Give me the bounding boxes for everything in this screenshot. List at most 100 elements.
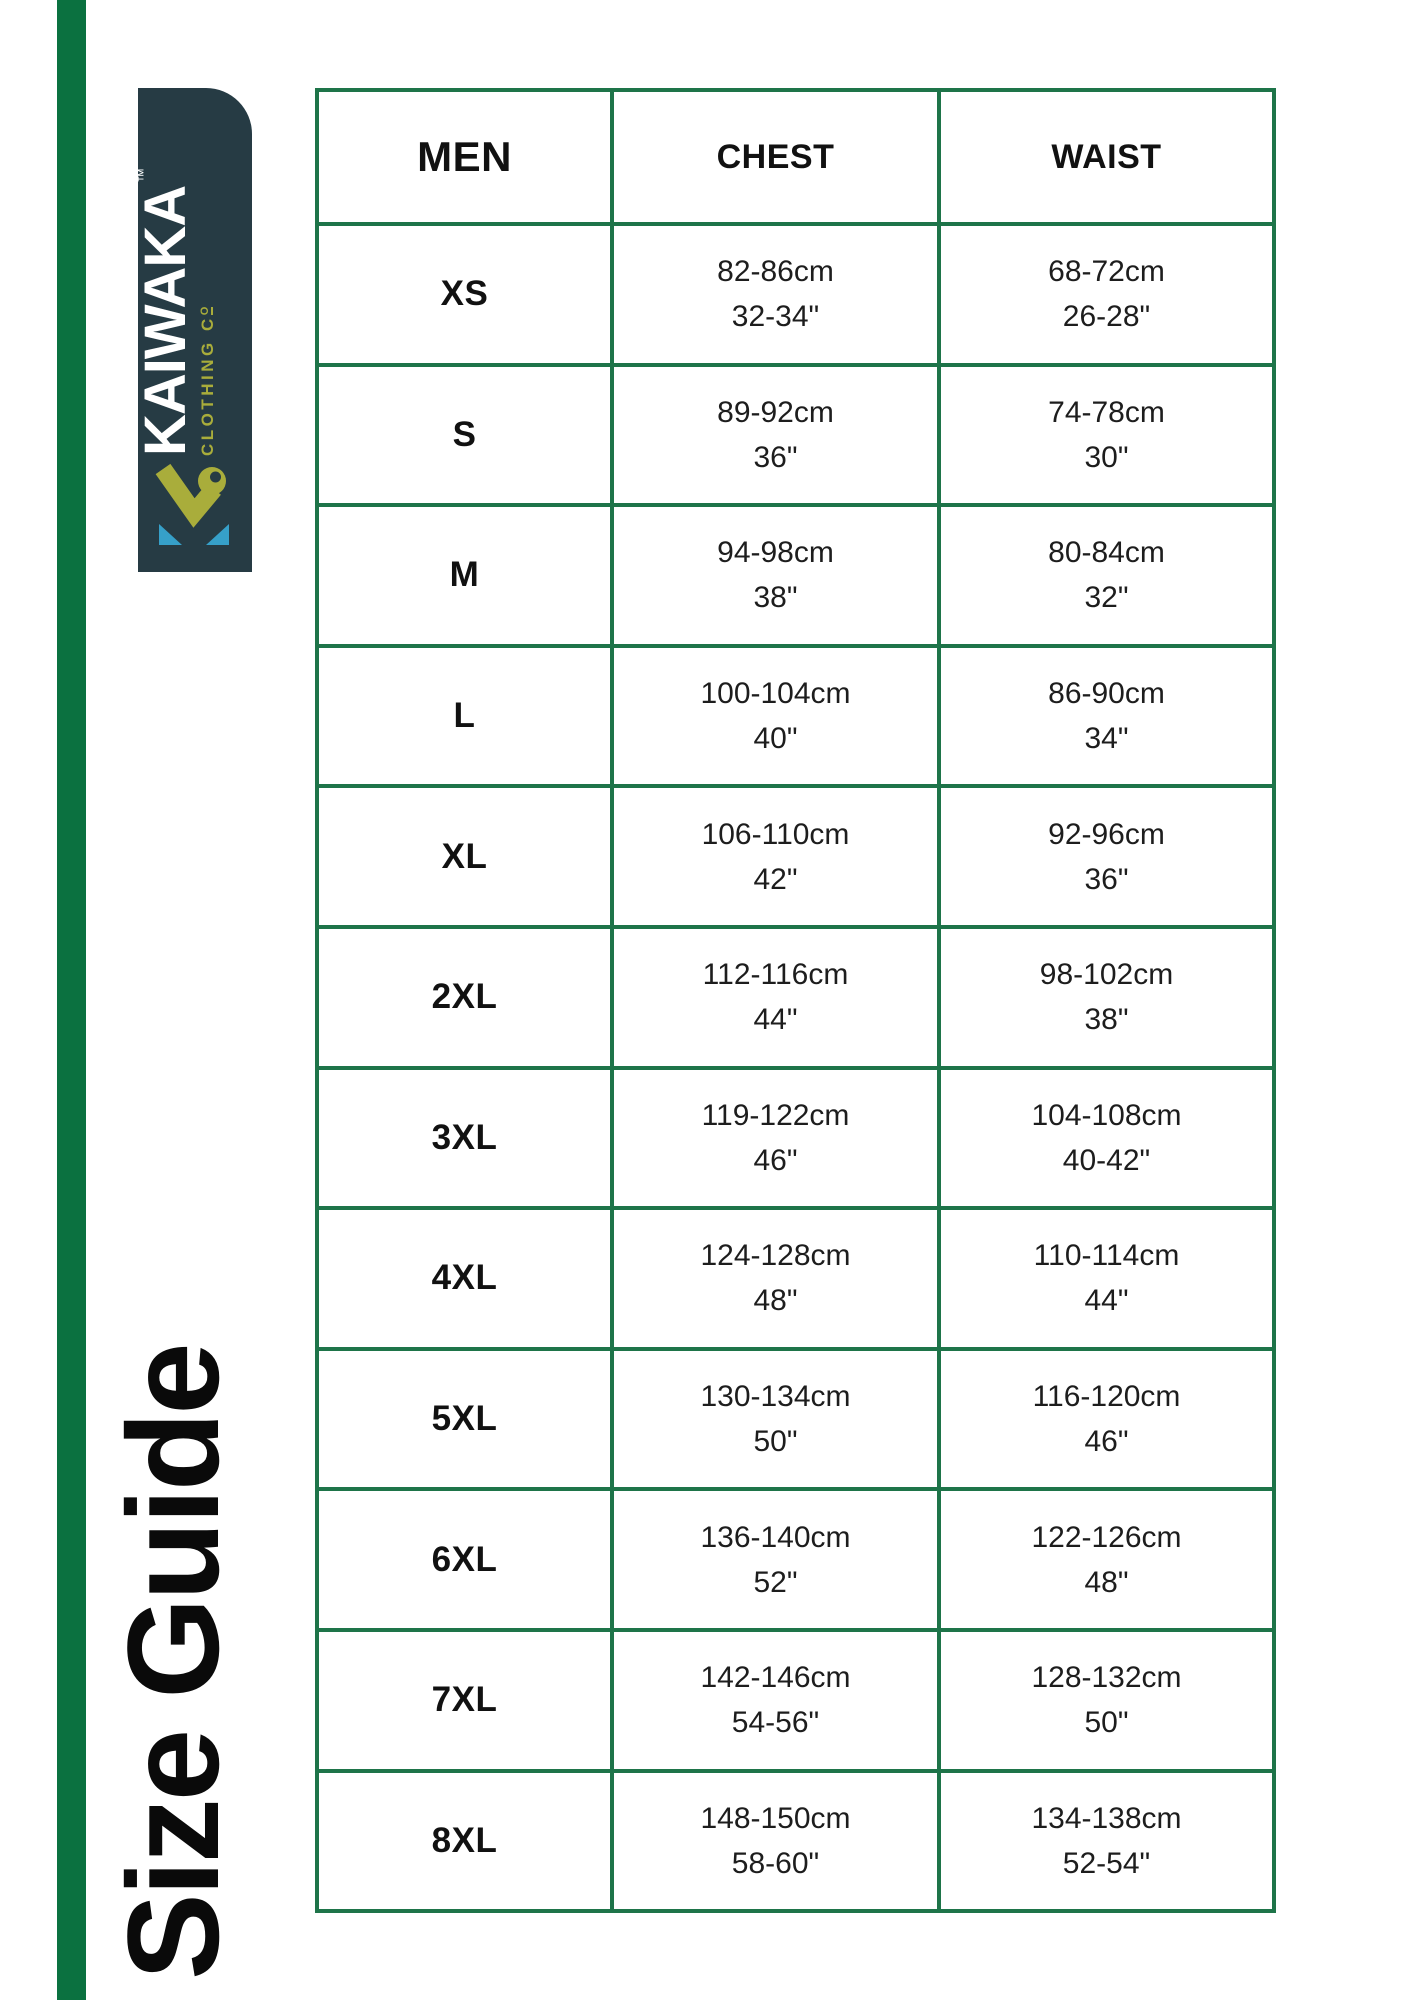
chest-cell: 148-150cm 58-60" <box>610 1768 941 1914</box>
size-label-cell: XL <box>315 784 614 929</box>
table-row: S 89-92cm 36" 74-78cm 30" <box>315 362 1276 508</box>
chest-cm-value: 89-92cm <box>717 395 834 429</box>
waist-inch-value: 38" <box>1084 1003 1129 1037</box>
left-accent-bar <box>57 0 86 2000</box>
waist-inch-value: 32" <box>1084 581 1129 615</box>
chest-cm-value: 112-116cm <box>702 958 849 992</box>
waist-cell: 110-114cm 44" <box>937 1206 1276 1351</box>
table-row: 2XL 112-116cm 44" 98-102cm 38" <box>315 924 1276 1070</box>
chest-cm-value: 136-140cm <box>700 1520 851 1554</box>
waist-cell: 92-96cm 36" <box>937 784 1276 929</box>
waist-inch-value: 36" <box>1084 862 1129 896</box>
chest-cell: 142-146cm 54-56" <box>610 1627 941 1773</box>
chest-cell: 89-92cm 36" <box>610 362 941 508</box>
brand-subtitle-main: CLOTHING C <box>198 315 218 456</box>
chest-cell: 112-116cm 44" <box>610 924 941 1070</box>
waist-cm-value: 134-138cm <box>1031 1801 1182 1835</box>
table-row: M 94-98cm 38" 80-84cm 32" <box>315 503 1276 648</box>
table-row: 4XL 124-128cm 48" 110-114cm 44" <box>315 1206 1276 1351</box>
chest-cell: 82-86cm 32-34" <box>610 222 941 367</box>
chest-cm-value: 106-110cm <box>701 817 850 851</box>
waist-cell: 134-138cm 52-54" <box>937 1768 1276 1914</box>
table-row: 7XL 142-146cm 54-56" 128-132cm 50" <box>315 1627 1276 1773</box>
trademark-symbol: ™ <box>135 167 152 183</box>
brand-subtitle-ordinal: O <box>199 306 214 316</box>
chest-cell: 119-122cm 46" <box>610 1065 941 1211</box>
table-row: 5XL 130-134cm 50" 116-120cm 46" <box>315 1346 1276 1492</box>
waist-cell: 98-102cm 38" <box>937 924 1276 1070</box>
waist-cm-value: 98-102cm <box>1039 958 1174 992</box>
chest-cell: 130-134cm 50" <box>610 1346 941 1492</box>
waist-cell: 128-132cm 50" <box>937 1627 1276 1773</box>
chest-cm-value: 130-134cm <box>700 1380 851 1414</box>
waist-cm-value: 80-84cm <box>1048 536 1165 570</box>
size-label-cell: 2XL <box>315 924 614 1070</box>
size-label-cell: 4XL <box>315 1206 614 1351</box>
size-label-cell: 8XL <box>315 1768 614 1914</box>
chest-inch-value: 36" <box>753 440 798 474</box>
table-row: XS 82-86cm 32-34" 68-72cm 26-28" <box>315 222 1276 367</box>
size-label-cell: L <box>315 643 614 789</box>
waist-cm-value: 74-78cm <box>1048 395 1165 429</box>
kaiwaka-koru-k-mark-icon <box>155 463 229 545</box>
table-row: XL 106-110cm 42" 92-96cm 36" <box>315 784 1276 929</box>
size-label-cell: 5XL <box>315 1346 614 1492</box>
column-header-men: MEN <box>315 88 614 226</box>
chest-cell: 106-110cm 42" <box>610 784 941 929</box>
table-body: XS 82-86cm 32-34" 68-72cm 26-28" S 89-92… <box>315 222 1276 1914</box>
waist-cell: 80-84cm 32" <box>937 503 1276 648</box>
waist-cm-value: 68-72cm <box>1048 255 1165 289</box>
chest-inch-value: 40" <box>753 722 798 756</box>
waist-cell: 68-72cm 26-28" <box>937 222 1276 367</box>
waist-inch-value: 34" <box>1084 722 1129 756</box>
waist-cell: 86-90cm 34" <box>937 643 1276 789</box>
table-row: 3XL 119-122cm 46" 104-108cm 40-42" <box>315 1065 1276 1211</box>
chest-cm-value: 142-146cm <box>700 1661 851 1695</box>
size-label-cell: M <box>315 503 614 648</box>
kaiwaka-logo: KAIWAKA ™ CLOTHING CO <box>133 88 252 572</box>
size-label-cell: 6XL <box>315 1487 614 1632</box>
chest-inch-value: 48" <box>753 1284 798 1318</box>
waist-inch-value: 46" <box>1084 1425 1129 1459</box>
chest-inch-value: 54-56" <box>731 1706 820 1740</box>
waist-inch-value: 44" <box>1084 1284 1129 1318</box>
waist-inch-value: 48" <box>1084 1565 1129 1599</box>
waist-cm-value: 122-126cm <box>1031 1520 1182 1554</box>
chest-inch-value: 58-60" <box>731 1846 820 1880</box>
chest-inch-value: 50" <box>753 1425 798 1459</box>
waist-cm-value: 104-108cm <box>1031 1098 1182 1132</box>
chest-cell: 136-140cm 52" <box>610 1487 941 1632</box>
chest-inch-value: 52" <box>753 1565 798 1599</box>
size-label-cell: XS <box>315 222 614 367</box>
size-label-cell: S <box>315 362 614 508</box>
logo-text-block: KAIWAKA ™ CLOTHING CO <box>133 106 252 456</box>
chest-inch-value: 32-34" <box>731 300 820 334</box>
chest-cm-value: 94-98cm <box>717 536 834 570</box>
waist-cell: 122-126cm 48" <box>937 1487 1276 1632</box>
waist-inch-value: 26-28" <box>1062 300 1151 334</box>
page-title: Size Guide <box>100 1345 246 1980</box>
chest-cell: 94-98cm 38" <box>610 503 941 648</box>
waist-cm-value: 110-114cm <box>1033 1239 1180 1273</box>
waist-cell: 104-108cm 40-42" <box>937 1065 1276 1211</box>
chest-cm-value: 148-150cm <box>700 1801 851 1835</box>
brand-name: KAIWAKA <box>133 185 198 456</box>
waist-inch-value: 30" <box>1084 440 1129 474</box>
waist-cm-value: 86-90cm <box>1048 677 1165 711</box>
brand-subtitle: CLOTHING CO <box>198 106 218 456</box>
waist-cm-value: 116-120cm <box>1032 1380 1181 1414</box>
column-header-chest: CHEST <box>610 88 941 226</box>
waist-cell: 116-120cm 46" <box>937 1346 1276 1492</box>
waist-inch-value: 50" <box>1084 1706 1129 1740</box>
waist-inch-value: 52-54" <box>1062 1846 1151 1880</box>
chest-inch-value: 46" <box>753 1143 798 1177</box>
waist-inch-value: 40-42" <box>1062 1143 1151 1177</box>
table-header-row: MEN CHEST WAIST <box>315 88 1276 226</box>
chest-inch-value: 44" <box>753 1003 798 1037</box>
size-label-cell: 3XL <box>315 1065 614 1211</box>
column-header-waist: WAIST <box>937 88 1276 226</box>
chest-inch-value: 38" <box>753 581 798 615</box>
table-row: L 100-104cm 40" 86-90cm 34" <box>315 643 1276 789</box>
chest-cm-value: 82-86cm <box>717 255 834 289</box>
